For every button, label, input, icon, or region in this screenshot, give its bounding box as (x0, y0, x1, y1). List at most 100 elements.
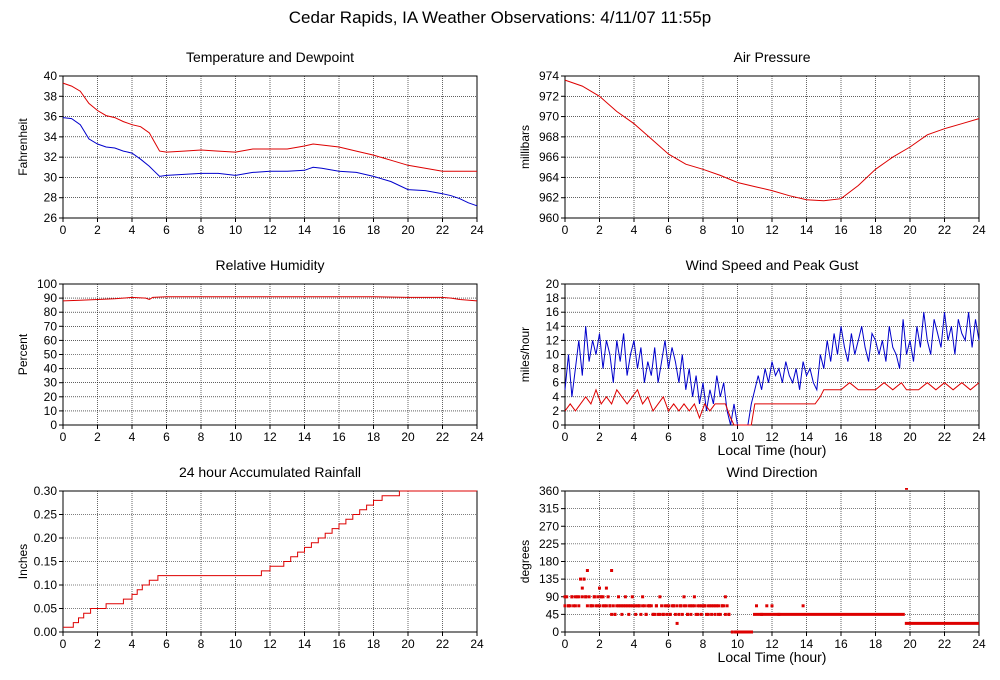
x-axis-label: Local Time (hour) (718, 442, 827, 458)
y-tick-label: 40 (44, 362, 58, 376)
y-axis-label: miles/hour (518, 327, 532, 382)
data-point (717, 612, 720, 616)
y-tick-label: 80 (44, 305, 58, 319)
data-point (577, 604, 581, 608)
data-point (585, 569, 589, 572)
x-tick-label: 2 (596, 430, 603, 444)
x-tick-label: 20 (401, 637, 415, 651)
data-point (629, 604, 632, 608)
y-tick-label: 966 (539, 150, 559, 164)
x-tick-label: 24 (470, 223, 484, 237)
data-point (727, 612, 731, 616)
data-point (673, 612, 677, 616)
y-tick-label: 0.25 (34, 508, 58, 522)
data-point (580, 595, 584, 599)
data-point (710, 612, 714, 616)
x-tick-label: 18 (367, 430, 381, 444)
x-tick-label: 4 (631, 223, 638, 237)
data-point (627, 604, 631, 608)
x-tick-label: 16 (834, 430, 848, 444)
x-tick-label: 6 (163, 223, 170, 237)
series-line-0 (62, 296, 478, 302)
x-tick-label: 20 (401, 430, 415, 444)
y-axis-label: degrees (518, 540, 532, 583)
y-tick-label: 0 (50, 418, 57, 432)
x-tick-label: 20 (903, 430, 917, 444)
chart-title: 24 hour Accumulated Rainfall (179, 464, 361, 480)
y-tick-label: 0 (552, 418, 559, 432)
y-tick-label: 70 (44, 319, 58, 333)
x-tick-label: 22 (938, 430, 952, 444)
x-tick-label: 6 (665, 223, 672, 237)
data-point (679, 604, 683, 608)
y-tick-label: 135 (539, 572, 559, 586)
data-point (698, 604, 701, 608)
series-line-0 (564, 312, 980, 426)
y-tick-label: 2 (552, 404, 559, 418)
data-point (755, 604, 758, 608)
y-tick-label: 12 (546, 333, 560, 347)
data-point (725, 604, 729, 608)
y-axis-label: Percent (16, 333, 30, 375)
data-point (627, 612, 631, 616)
y-tick-label: 8 (552, 362, 559, 376)
y-tick-label: 360 (539, 484, 559, 498)
x-tick-label: 14 (298, 223, 312, 237)
y-tick-label: 970 (539, 110, 559, 124)
x-tick-label: 16 (332, 430, 346, 444)
data-point (565, 595, 569, 599)
data-point (636, 604, 639, 608)
y-tick-label: 0.15 (34, 555, 58, 569)
data-point (708, 604, 712, 608)
data-point (575, 595, 579, 599)
x-tick-label: 4 (631, 430, 638, 444)
data-point (699, 604, 703, 608)
data-point (634, 612, 638, 616)
data-point (577, 595, 581, 599)
data-point (699, 612, 703, 616)
data-point (610, 569, 614, 572)
data-point (580, 586, 584, 590)
plot-area (62, 296, 478, 302)
data-point (770, 604, 774, 608)
x-tick-label: 10 (229, 637, 243, 651)
x-tick-label: 6 (163, 430, 170, 444)
data-point (620, 604, 624, 608)
y-tick-label: 225 (539, 537, 559, 551)
data-point (722, 604, 726, 608)
data-point (705, 612, 708, 616)
data-point (658, 595, 662, 599)
data-point (720, 604, 724, 608)
x-tick-label: 18 (869, 637, 883, 651)
data-point (632, 604, 636, 608)
data-point (622, 604, 626, 608)
series-step-0 (63, 490, 477, 628)
x-tick-label: 10 (731, 637, 745, 651)
data-point (665, 612, 669, 616)
data-point (623, 604, 627, 608)
data-point (617, 604, 620, 608)
data-point (592, 595, 596, 599)
data-point (701, 604, 705, 608)
data-point (649, 604, 653, 608)
y-tick-label: 20 (546, 277, 560, 291)
x-tick-label: 16 (834, 223, 848, 237)
data-point (689, 612, 693, 616)
data-point (613, 612, 617, 616)
x-tick-label: 22 (436, 223, 450, 237)
data-point (706, 604, 710, 608)
y-tick-label: 0.00 (34, 625, 58, 639)
data-point (661, 612, 665, 616)
y-tick-label: 960 (539, 211, 559, 225)
series-line-1 (564, 381, 980, 426)
data-point (618, 604, 622, 608)
x-tick-label: 6 (163, 637, 170, 651)
data-point (682, 604, 686, 608)
x-tick-label: 24 (972, 637, 986, 651)
chart-title: Relative Humidity (216, 257, 325, 273)
data-point (668, 612, 672, 616)
